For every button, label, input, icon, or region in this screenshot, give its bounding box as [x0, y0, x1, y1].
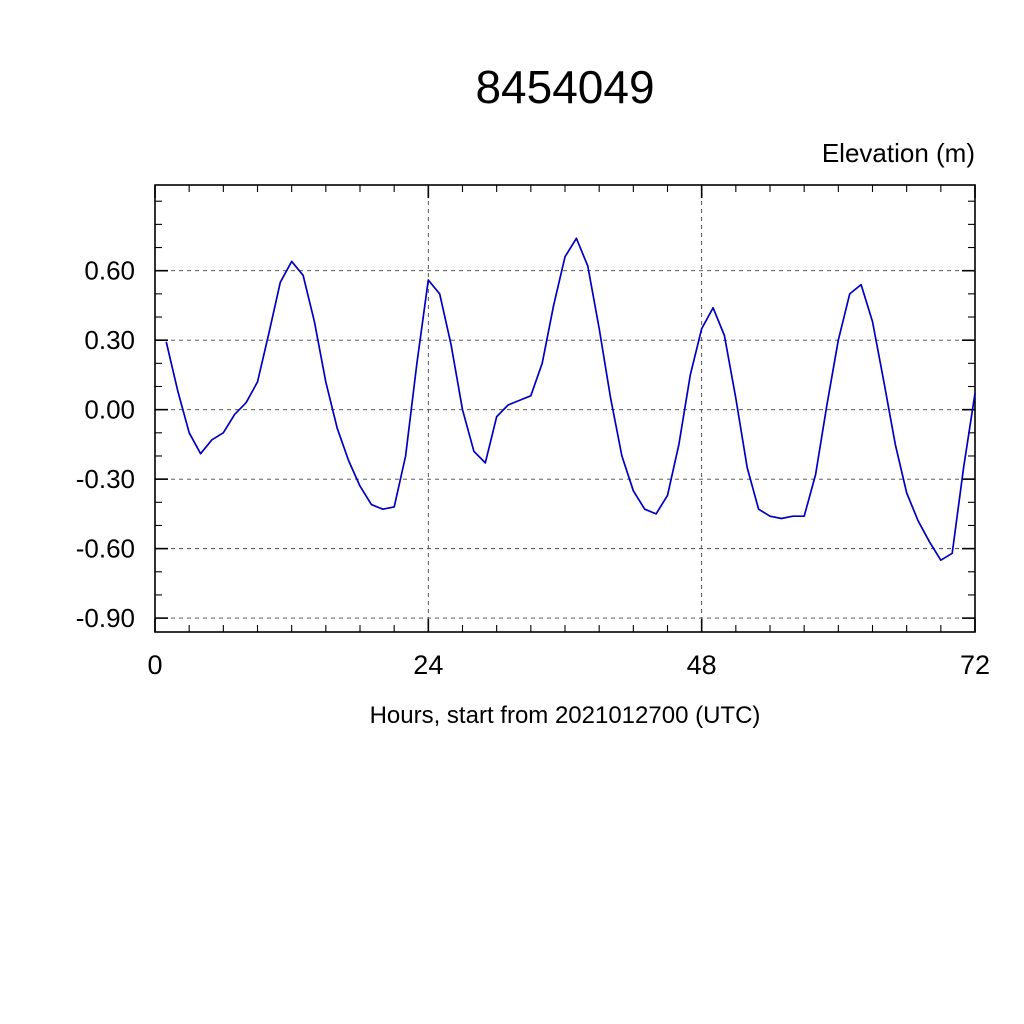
plot-frame: [154, 184, 976, 633]
x-axis-label: Hours, start from 2021012700 (UTC): [369, 702, 761, 729]
elevation-unit-label: Elevation (m): [821, 138, 975, 168]
gridlines: [155, 185, 975, 632]
y-tick-label: 0.30: [84, 325, 135, 355]
x-tick-labels: 0 24 48 72: [147, 650, 990, 680]
y-tick-label: -0.60: [76, 534, 135, 564]
y-tick-label: -0.90: [76, 603, 135, 633]
x-tick-label: 72: [960, 650, 990, 680]
y-tick-labels: 0.60 0.30 0.00 -0.30 -0.60 -0.90: [76, 256, 135, 633]
x-tick-label: 0: [147, 650, 162, 680]
axis-ticks: [154, 185, 976, 632]
x-tick-label: 24: [413, 650, 443, 680]
x-tick-label: 48: [687, 650, 717, 680]
y-tick-label: 0.60: [84, 256, 135, 286]
y-tick-label: 0.00: [84, 395, 135, 425]
y-tick-label: -0.30: [76, 464, 135, 494]
elevation-line: [165, 237, 976, 562]
chart-title: 8454049: [475, 61, 655, 113]
